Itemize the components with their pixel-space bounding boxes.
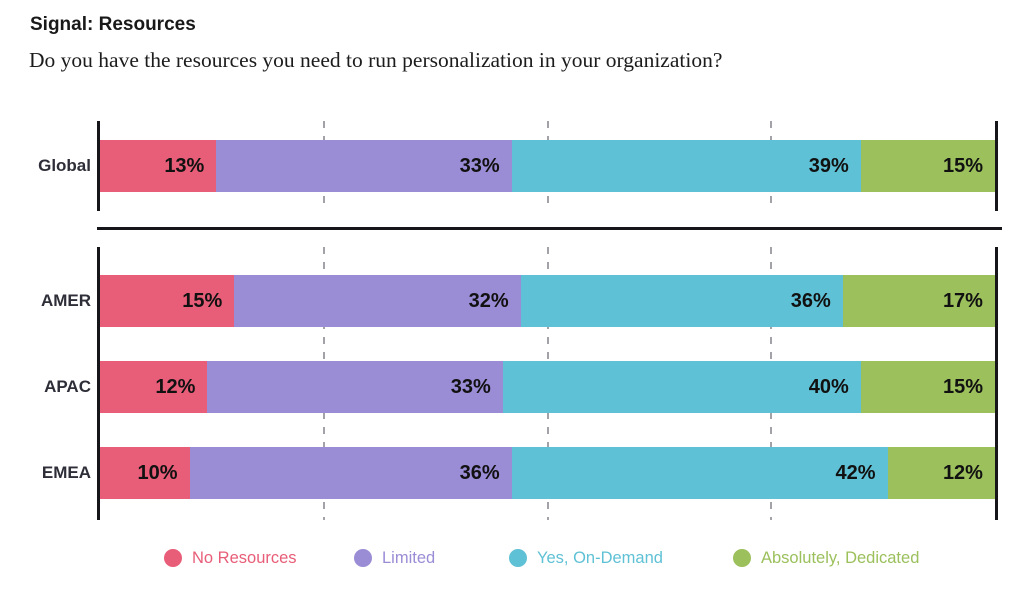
bar-segment-global-limited: 33% — [216, 140, 512, 192]
bar-segment-global-no-resources: 13% — [100, 140, 217, 192]
bar-segment-apac-no-resources: 12% — [100, 361, 208, 413]
segment-value-label: 10% — [137, 461, 178, 484]
page-title: Signal: Resources — [30, 14, 196, 35]
segment-value-label: 36% — [459, 461, 500, 484]
row-label-global: Global — [38, 156, 91, 175]
bar-segment-emea-yes-on-demand: 42% — [511, 447, 888, 499]
segment-value-label: 12% — [942, 461, 983, 484]
bar-segment-global-yes-on-demand: 39% — [511, 140, 861, 192]
legend-label: Absolutely, Dedicated — [761, 548, 920, 567]
legend-label: Limited — [382, 548, 436, 567]
regions-right-axis-line — [995, 247, 998, 520]
segment-value-label: 33% — [450, 375, 491, 398]
bar-segment-amer-absolutely-dedicated: 17% — [842, 275, 995, 327]
legend-swatch-icon — [509, 549, 527, 567]
regions-left-axis-line — [97, 247, 100, 520]
segment-value-label: 36% — [790, 289, 831, 312]
bar-row-amer: 15% 32% 36% 17% — [100, 275, 995, 327]
row-label-amer: AMER — [40, 291, 91, 310]
row-label-emea: EMEA — [41, 463, 91, 482]
legend-swatch-icon — [354, 549, 372, 567]
bar-row-emea: 10% 36% 42% 12% — [100, 447, 995, 499]
legend-item-absolutely-dedicated: Absolutely, Dedicated — [733, 549, 919, 567]
legend-item-no-resources: No Resources — [164, 549, 297, 567]
bar-segment-amer-limited: 32% — [234, 275, 521, 327]
legend-label: No Resources — [192, 548, 297, 567]
bar-segment-emea-no-resources: 10% — [100, 447, 190, 499]
bar-segment-amer-no-resources: 15% — [100, 275, 235, 327]
bar-segment-apac-absolutely-dedicated: 15% — [860, 361, 995, 413]
bar-row-global: 13% 33% 39% 15% — [100, 140, 995, 192]
segment-value-label: 32% — [468, 289, 509, 312]
bar-segment-global-absolutely-dedicated: 15% — [860, 140, 995, 192]
legend-item-yes-on-demand: Yes, On-Demand — [509, 549, 663, 567]
segment-value-label: 13% — [164, 154, 205, 177]
segment-value-label: 40% — [808, 375, 849, 398]
bar-segment-apac-yes-on-demand: 40% — [502, 361, 861, 413]
bar-segment-apac-limited: 33% — [207, 361, 503, 413]
segment-value-label: 17% — [942, 289, 983, 312]
segment-value-label: 15% — [942, 375, 983, 398]
legend-swatch-icon — [733, 549, 751, 567]
segment-value-label: 39% — [808, 154, 849, 177]
segment-value-label: 33% — [459, 154, 500, 177]
bar-row-apac: 12% 33% 40% 15% — [100, 361, 995, 413]
bar-segment-amer-yes-on-demand: 36% — [520, 275, 843, 327]
segment-value-label: 42% — [835, 461, 876, 484]
segment-value-label: 15% — [942, 154, 983, 177]
global-left-axis-line — [97, 121, 100, 211]
bar-segment-emea-limited: 36% — [189, 447, 512, 499]
row-label-apac: APAC — [44, 377, 91, 396]
legend-item-limited: Limited — [354, 549, 435, 567]
segment-value-label: 12% — [155, 375, 196, 398]
legend-label: Yes, On-Demand — [537, 548, 663, 567]
chart-subtitle-question: Do you have the resources you need to ru… — [29, 48, 723, 72]
segment-value-label: 15% — [182, 289, 223, 312]
legend-swatch-icon — [164, 549, 182, 567]
section-separator-line — [97, 227, 1002, 230]
global-right-axis-line — [995, 121, 998, 211]
bar-segment-emea-absolutely-dedicated: 12% — [887, 447, 995, 499]
